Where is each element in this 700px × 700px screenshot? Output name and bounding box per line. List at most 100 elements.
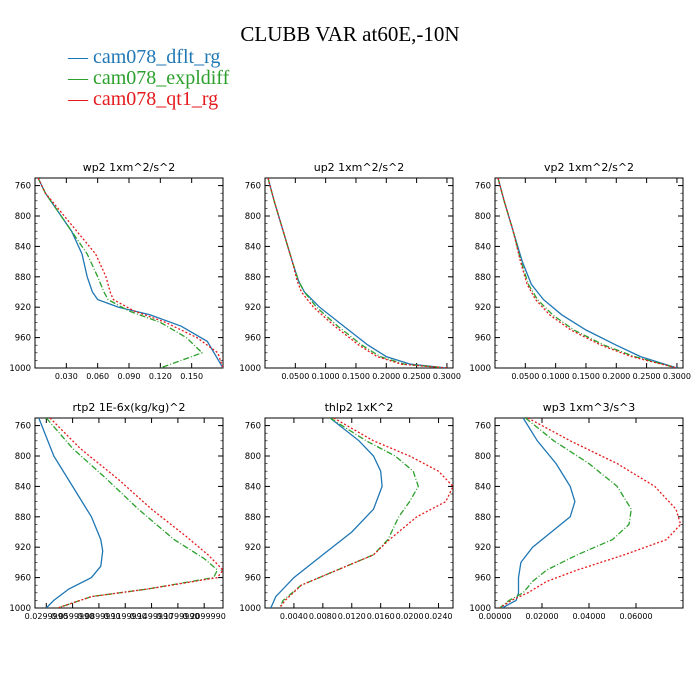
x-tick-label: 0.090 — [118, 372, 141, 381]
panel-6: wp3 1xm^3/s^3 760 800 840 880 920 960 10000.000… — [469, 401, 684, 621]
panel-title: wp2 1xm^2/s^2 — [83, 161, 176, 174]
x-tick-label: 0.1500 — [572, 372, 600, 381]
x-tick-label: 0.00000 — [478, 612, 511, 621]
series-line-cam078-expldiff — [499, 418, 632, 608]
x-tick-label: 0.150 — [180, 372, 203, 381]
y-tick-label: 920 — [245, 303, 261, 313]
y-tick-label: 760 — [245, 422, 261, 432]
y-tick-label: 880 — [245, 273, 261, 283]
series-line-cam078-expldiff — [45, 418, 219, 608]
legend-item-dflt: — cam078_dflt_rg — [68, 46, 220, 69]
x-tick-label: 0.1500 — [342, 372, 370, 381]
legend-label-dflt: cam078_dflt_rg — [93, 46, 221, 68]
plot-frame — [34, 417, 224, 609]
legend-label-expldiff: cam078_expldiff — [93, 67, 230, 89]
y-tick-label: 920 — [475, 303, 491, 313]
x-tick-label: 0.0500 — [281, 372, 309, 381]
series-line-cam078-dflt-rg — [270, 418, 383, 608]
y-tick-label: 840 — [15, 242, 31, 252]
x-tick-label: 0.0599990 — [51, 612, 94, 621]
legend-swatch-dflt: — — [68, 46, 88, 68]
y-tick-label: 960 — [245, 334, 261, 344]
x-tick-label: 0.1000 — [542, 372, 570, 381]
y-tick-label: 1000 — [469, 604, 491, 614]
series-line-cam078-dflt-rg — [501, 418, 576, 608]
x-tick-label: 0.3000 — [433, 372, 461, 381]
panel-1: wp2 1xm^2/s^2 760 800 840 880 920 960 1000 0.030… — [9, 161, 224, 381]
legend-item-expldiff: — cam078_expldiff — [68, 67, 229, 90]
plot-frame — [264, 417, 454, 609]
x-tick-label: 0.0120 — [338, 612, 366, 621]
x-tick-label: 0.2000 — [372, 372, 400, 381]
y-tick-label: 800 — [475, 452, 491, 462]
series-line-cam078-expldiff — [497, 178, 678, 368]
legend-swatch-qt1: — — [68, 88, 88, 110]
series-line-cam078-dflt-rg — [267, 178, 447, 368]
y-tick-label: 960 — [15, 574, 31, 584]
y-tick-label: 800 — [15, 452, 31, 462]
figure-title: CLUBB VAR at60E,-10N — [240, 22, 460, 46]
series-line-cam078-expldiff — [37, 178, 204, 368]
x-tick-label: 0.02000 — [525, 612, 558, 621]
x-tick-label: 0.2000 — [602, 372, 630, 381]
y-tick-label: 880 — [475, 273, 491, 283]
series-line-cam078-qt1-rg — [499, 418, 682, 608]
panel-title: rtp2 1E-6x(kg/kg)^2 — [73, 401, 186, 414]
y-tick-label: 920 — [245, 543, 261, 553]
y-tick-label: 1000 — [239, 604, 261, 614]
panel-title: vp2 1xm^2/s^2 — [544, 161, 634, 174]
y-tick-label: 920 — [15, 303, 31, 313]
y-tick-label: 920 — [475, 543, 491, 553]
series-line-cam078-qt1-rg — [267, 178, 447, 368]
panel-title: thlp2 1xK^2 — [325, 401, 394, 414]
x-tick-label: 0.1799990 — [156, 612, 199, 621]
legend-swatch-expldiff: — — [68, 67, 88, 89]
x-tick-label: 0.2500 — [633, 372, 661, 381]
y-tick-label: 800 — [475, 212, 491, 222]
plot-frame — [494, 177, 684, 369]
legend-label-qt1: cam078_qt1_rg — [93, 88, 219, 110]
x-tick-label: 0.2500 — [403, 372, 431, 381]
x-tick-label: 0.1000 — [312, 372, 340, 381]
series-line-cam078-qt1-rg — [497, 178, 678, 368]
y-tick-label: 800 — [245, 452, 261, 462]
y-tick-label: 880 — [15, 273, 31, 283]
y-tick-label: 960 — [15, 334, 31, 344]
series-line-cam078-qt1-rg — [49, 418, 223, 608]
plot-frame — [34, 177, 224, 369]
y-tick-label: 880 — [475, 513, 491, 523]
x-tick-label: 0.06000 — [619, 612, 652, 621]
y-tick-label: 960 — [475, 334, 491, 344]
y-tick-label: 960 — [475, 574, 491, 584]
y-tick-label: 1000 — [9, 364, 31, 374]
series-line-cam078-dflt-rg — [497, 178, 678, 368]
y-tick-label: 880 — [245, 513, 261, 523]
x-tick-label: 0.1499990 — [130, 612, 173, 621]
x-tick-label: 0.0160 — [367, 612, 395, 621]
y-tick-label: 840 — [15, 482, 31, 492]
x-tick-label: 0.0080 — [309, 612, 337, 621]
x-tick-label: 0.0240 — [425, 612, 453, 621]
x-tick-label: 0.0500 — [511, 372, 539, 381]
y-tick-label: 760 — [15, 182, 31, 192]
x-tick-label: 0.120 — [149, 372, 172, 381]
y-tick-label: 1000 — [9, 604, 31, 614]
y-tick-label: 960 — [245, 574, 261, 584]
y-tick-label: 800 — [245, 212, 261, 222]
y-tick-label: 760 — [245, 182, 261, 192]
y-tick-label: 880 — [15, 513, 31, 523]
x-tick-label: 0.060 — [86, 372, 109, 381]
y-tick-label: 920 — [15, 543, 31, 553]
x-tick-label: 0.030 — [55, 372, 78, 381]
y-tick-label: 840 — [245, 242, 261, 252]
x-tick-label: 0.0200 — [396, 612, 424, 621]
series-line-cam078-dflt-rg — [37, 178, 223, 368]
x-tick-label: 0.0299990 — [25, 612, 68, 621]
series-line-cam078-qt1-rg — [37, 178, 223, 368]
plot-frame — [494, 417, 684, 609]
y-tick-label: 800 — [15, 212, 31, 222]
series-line-cam078-dflt-rg — [38, 418, 104, 608]
